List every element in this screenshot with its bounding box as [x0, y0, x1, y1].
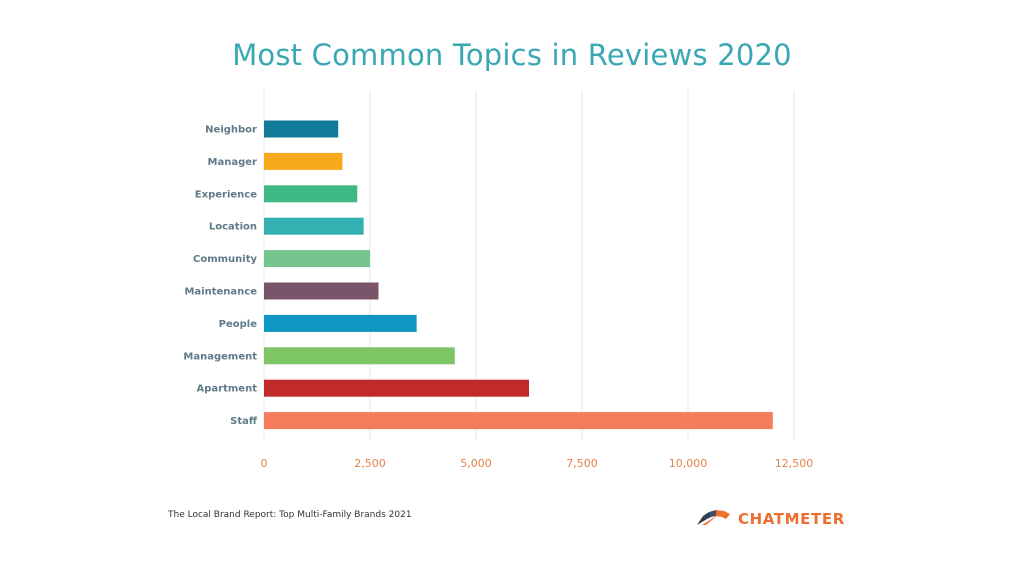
category-label-location: Location [209, 222, 257, 233]
x-tick-label: 0 [261, 457, 268, 470]
category-label-management: Management [183, 351, 257, 362]
x-tick-label: 7,500 [566, 457, 598, 470]
bar-location [264, 217, 364, 235]
brand-name: CHATMETER [738, 509, 845, 528]
bar-maintenance [264, 282, 379, 300]
category-labels: Neighbor Manager Experience Location Communi… [183, 125, 257, 428]
bar-experience [264, 185, 358, 203]
category-label-manager: Manager [208, 157, 258, 168]
category-label-neighbor: Neighbor [205, 125, 257, 136]
chart-title: Most Common Topics in Reviews 2020 [232, 38, 792, 72]
bar-community [264, 250, 370, 268]
category-label-apartment: Apartment [197, 384, 258, 395]
bar-people [264, 314, 417, 332]
category-label-staff: Staff [230, 416, 258, 427]
bar-management [264, 347, 455, 365]
x-tick-label: 10,000 [669, 457, 708, 470]
category-label-maintenance: Maintenance [184, 287, 257, 298]
bar-chart: Neighbor Manager Experience Location Communi… [183, 90, 814, 470]
brand-logo: CHATMETER [694, 506, 845, 531]
x-tick-label: 12,500 [775, 457, 814, 470]
source-note: The Local Brand Report: Top Multi-Family… [168, 510, 412, 520]
chatmeter-gauge-icon [694, 506, 732, 531]
bar-staff [264, 412, 773, 430]
x-tick-label: 5,000 [460, 457, 492, 470]
x-tick-label: 2,500 [354, 457, 386, 470]
category-label-people: People [219, 319, 258, 330]
bar-apartment [264, 379, 529, 397]
bar-manager [264, 152, 343, 170]
bars [264, 120, 773, 430]
bar-neighbor [264, 120, 339, 138]
x-tick-labels: 0 2,500 5,000 7,500 10,000 12,500 [261, 457, 814, 470]
category-label-experience: Experience [195, 189, 257, 200]
category-label-community: Community [193, 254, 257, 265]
